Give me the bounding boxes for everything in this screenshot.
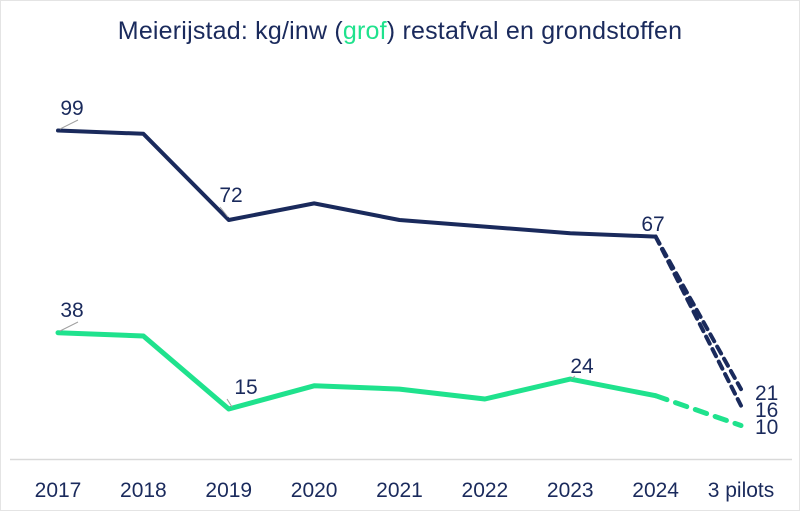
x-axis-label-2022: 2022 <box>462 479 509 502</box>
data-label-10: 10 <box>755 416 778 439</box>
data-label-15: 15 <box>234 376 257 399</box>
series-line-grondstoffen <box>55 330 659 412</box>
series-line-restafval <box>56 128 658 239</box>
x-axis-label-2018: 2018 <box>120 479 167 502</box>
data-label-21: 21 <box>755 382 778 405</box>
data-label-72: 72 <box>219 184 242 207</box>
chart-title: Meierijstad: kg/inw (grof) restafval en … <box>1 17 799 46</box>
data-label-99: 99 <box>60 97 83 120</box>
chart-title-suffix: ) restafval en grondstoffen <box>386 17 683 45</box>
data-label-67: 67 <box>641 213 664 236</box>
x-axis-label-2021: 2021 <box>376 479 423 502</box>
x-axis-label-2017: 2017 <box>35 479 82 502</box>
x-axis-label-2023: 2023 <box>547 479 594 502</box>
data-label-leader <box>219 206 229 218</box>
series-line-grondstoffen-pilot-prognose <box>653 393 744 428</box>
data-label-leader <box>59 321 79 332</box>
x-axis-label-3-pilots: 3 pilots <box>708 479 775 502</box>
x-axis-label-2019: 2019 <box>205 479 252 502</box>
series-line-restafval-pilot-prognose-hoog <box>653 234 743 392</box>
data-label-16: 16 <box>755 399 778 422</box>
x-axis-label-2020: 2020 <box>291 479 338 502</box>
data-label-24: 24 <box>570 355 594 378</box>
data-label-leader <box>570 375 576 380</box>
data-label-leader <box>59 119 79 130</box>
data-label-38: 38 <box>60 299 83 322</box>
chart-title-highlight: grof <box>342 17 387 45</box>
x-axis-label-2024: 2024 <box>632 479 679 502</box>
series-line-restafval-pilot-prognose-laag <box>653 234 743 408</box>
chart-title-prefix: Meierijstad: kg/inw ( <box>117 17 343 45</box>
data-label-leader <box>226 398 233 408</box>
